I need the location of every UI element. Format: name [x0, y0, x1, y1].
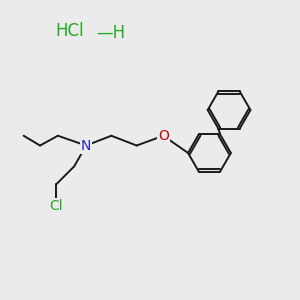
Text: N: N — [81, 139, 91, 152]
Text: O: O — [158, 129, 169, 143]
Text: Cl: Cl — [50, 200, 63, 214]
Text: HCl: HCl — [55, 22, 83, 40]
Text: —H: —H — [97, 24, 126, 42]
